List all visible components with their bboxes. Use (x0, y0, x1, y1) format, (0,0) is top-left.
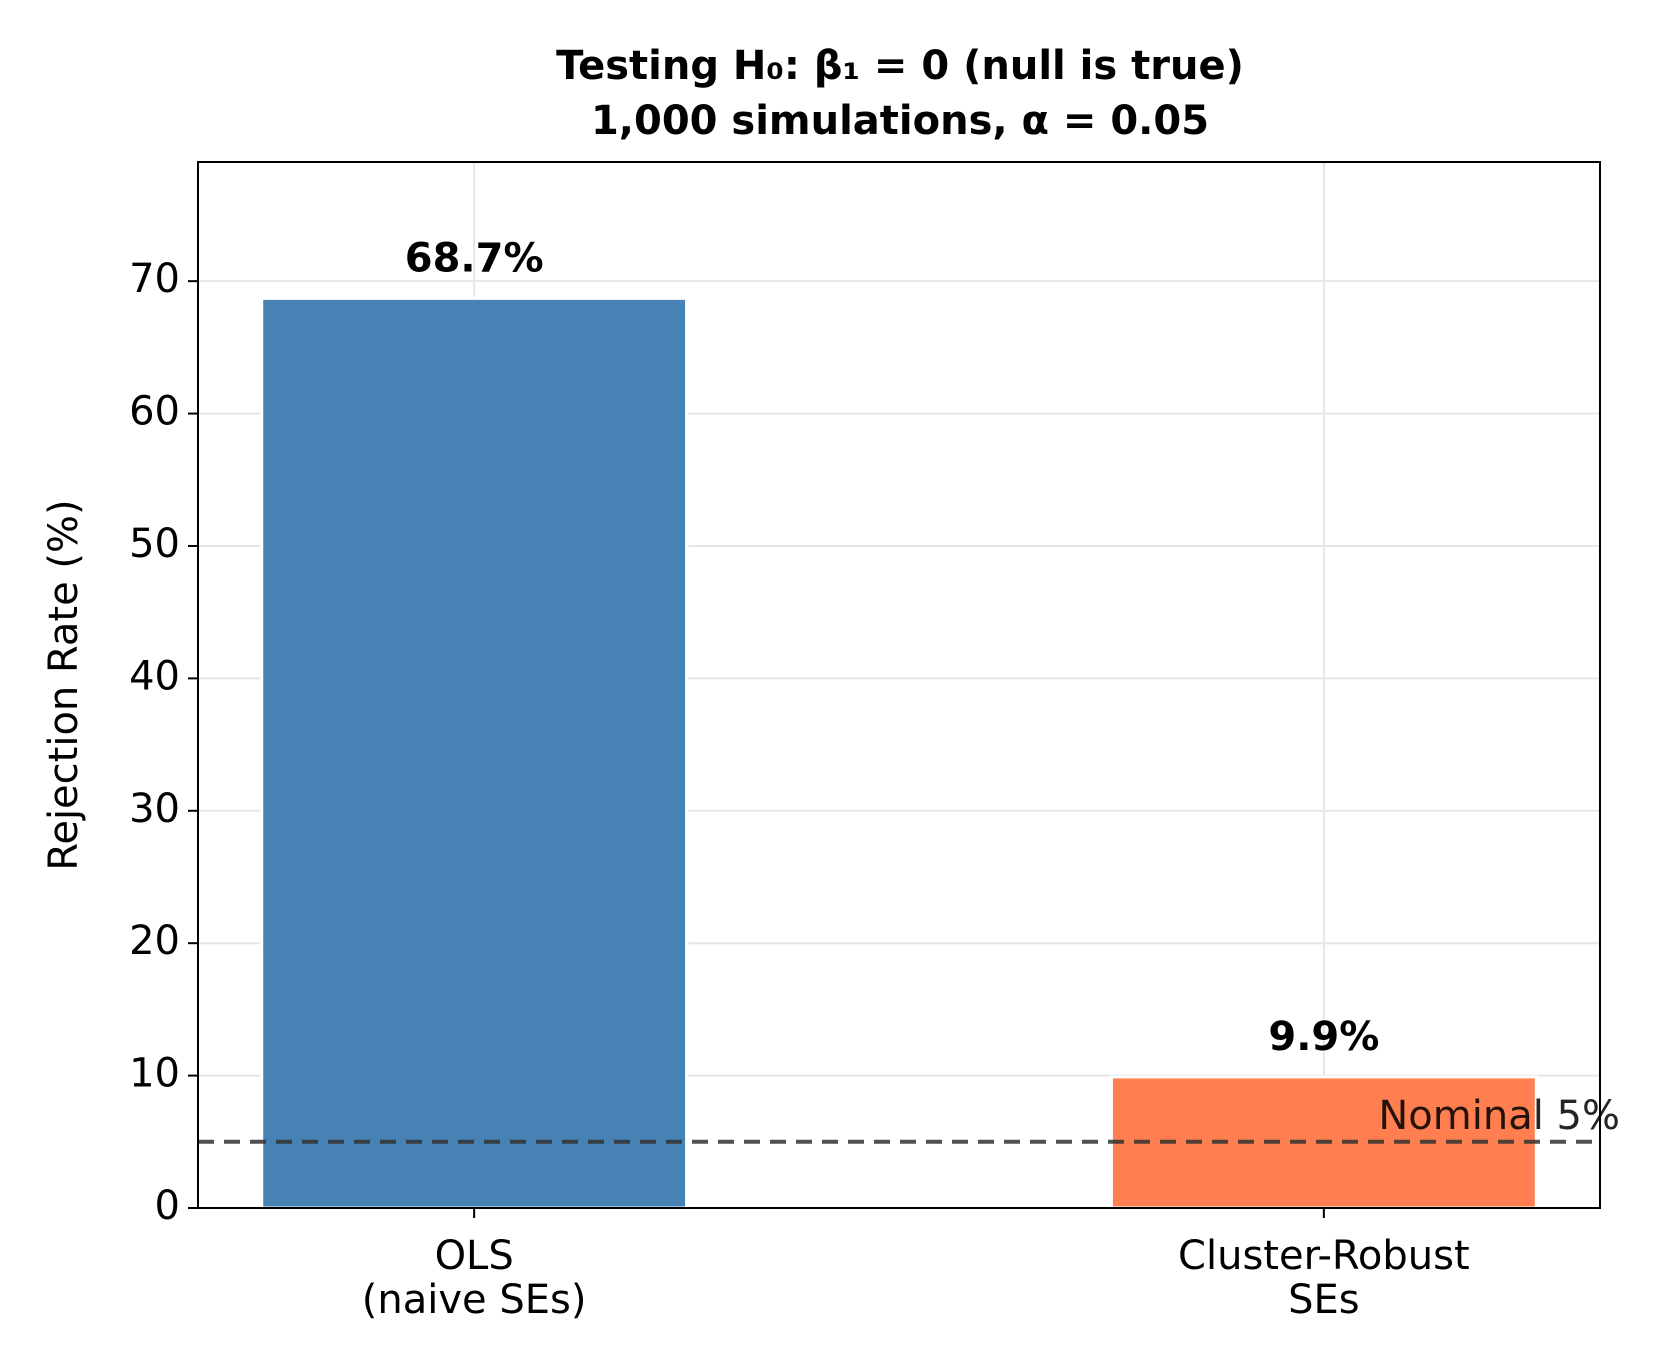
value-label: 68.7% (405, 235, 544, 281)
bar (260, 296, 689, 1210)
chart-subtitle: 1,000 simulations, α = 0.05 (591, 98, 1209, 144)
y-tick-label: 60 (129, 389, 180, 435)
y-tick-label: 50 (129, 521, 180, 567)
value-label: 9.9% (1268, 1014, 1379, 1060)
x-tick-label: OLS (naive SEs) (362, 1233, 587, 1323)
y-tick-label: 70 (129, 256, 180, 302)
chart-title: Testing H₀: β₁ = 0 (null is true) (556, 43, 1244, 89)
y-axis-label: Rejection Rate (%) (41, 499, 87, 870)
x-tick-label: Cluster-Robust SEs (1178, 1233, 1470, 1323)
y-tick-label: 0 (155, 1183, 180, 1229)
plot-frame (197, 161, 1601, 1209)
reference-label: Nominal 5% (1378, 1093, 1620, 1139)
y-tick-label: 10 (129, 1051, 180, 1097)
y-tick-label: 30 (129, 786, 180, 832)
y-tick-label: 40 (129, 653, 180, 699)
y-tick-label: 20 (129, 918, 180, 964)
